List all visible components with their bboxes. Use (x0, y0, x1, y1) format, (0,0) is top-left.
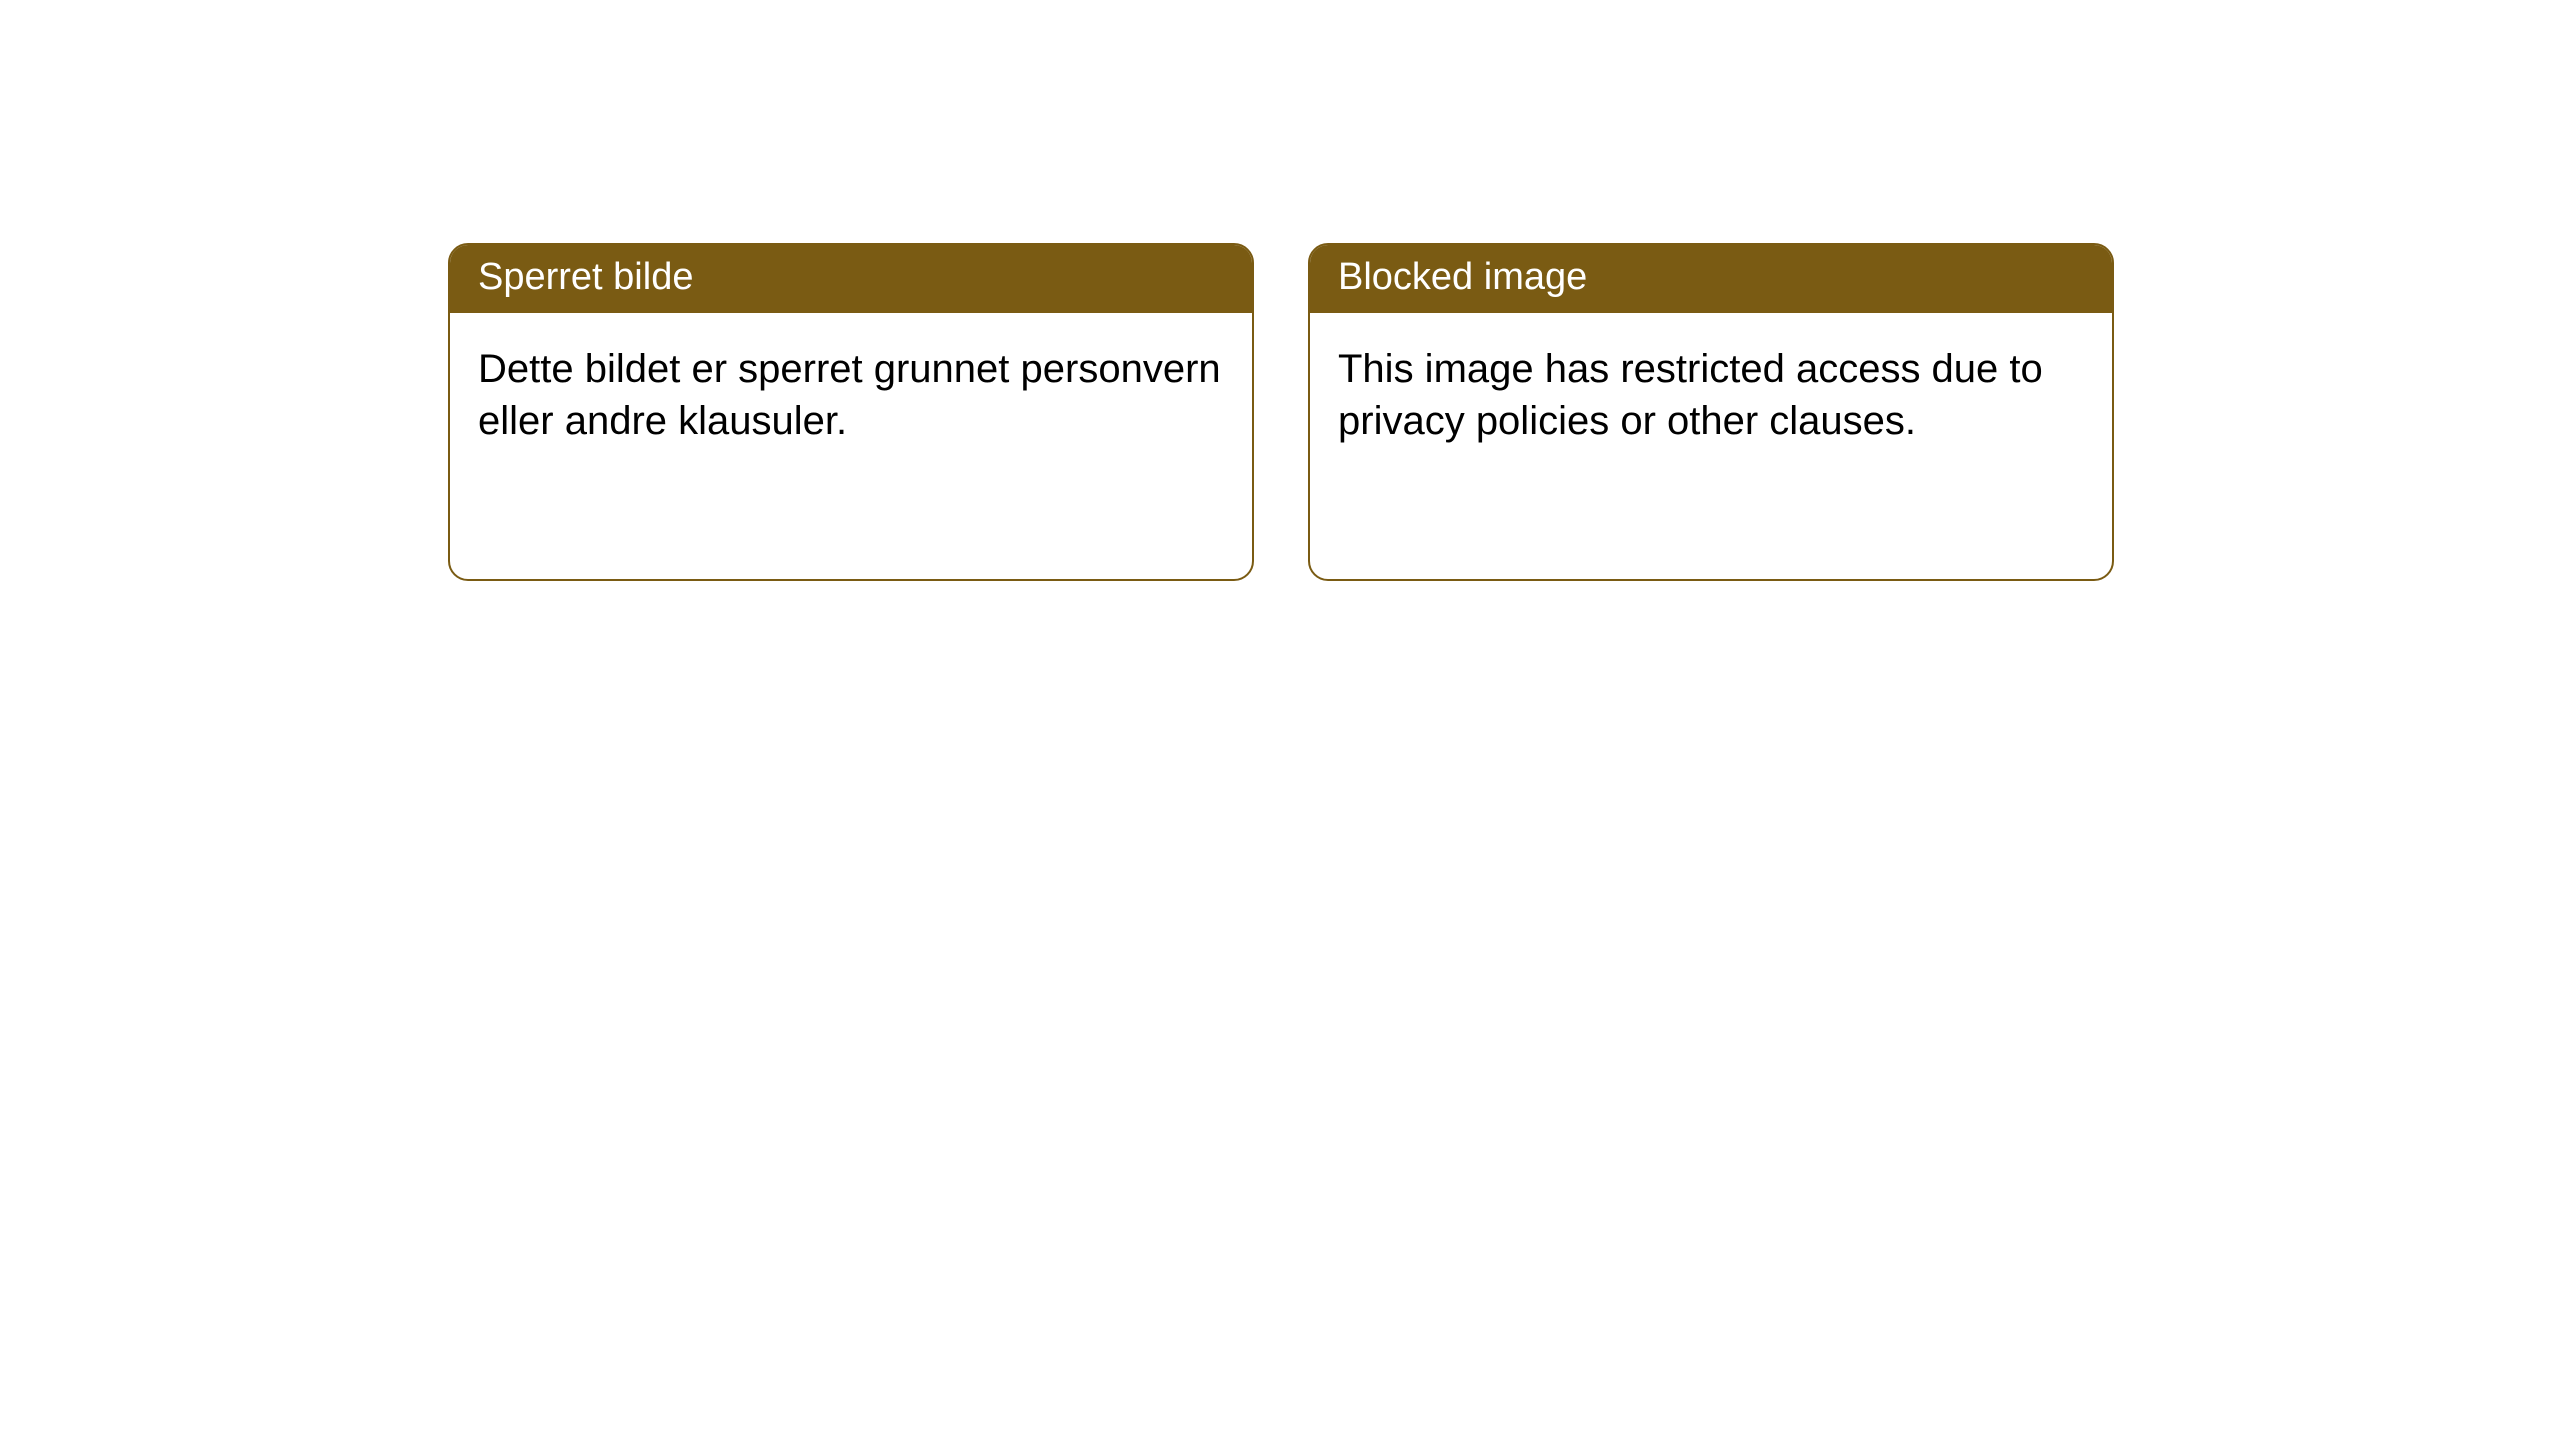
notice-card-english: Blocked image This image has restricted … (1308, 243, 2114, 581)
notices-container: Sperret bilde Dette bildet er sperret gr… (448, 243, 2114, 581)
notice-card-norwegian: Sperret bilde Dette bildet er sperret gr… (448, 243, 1254, 581)
notice-header: Sperret bilde (450, 245, 1252, 313)
notice-header: Blocked image (1310, 245, 2112, 313)
notice-body: Dette bildet er sperret grunnet personve… (450, 313, 1252, 479)
notice-body: This image has restricted access due to … (1310, 313, 2112, 479)
